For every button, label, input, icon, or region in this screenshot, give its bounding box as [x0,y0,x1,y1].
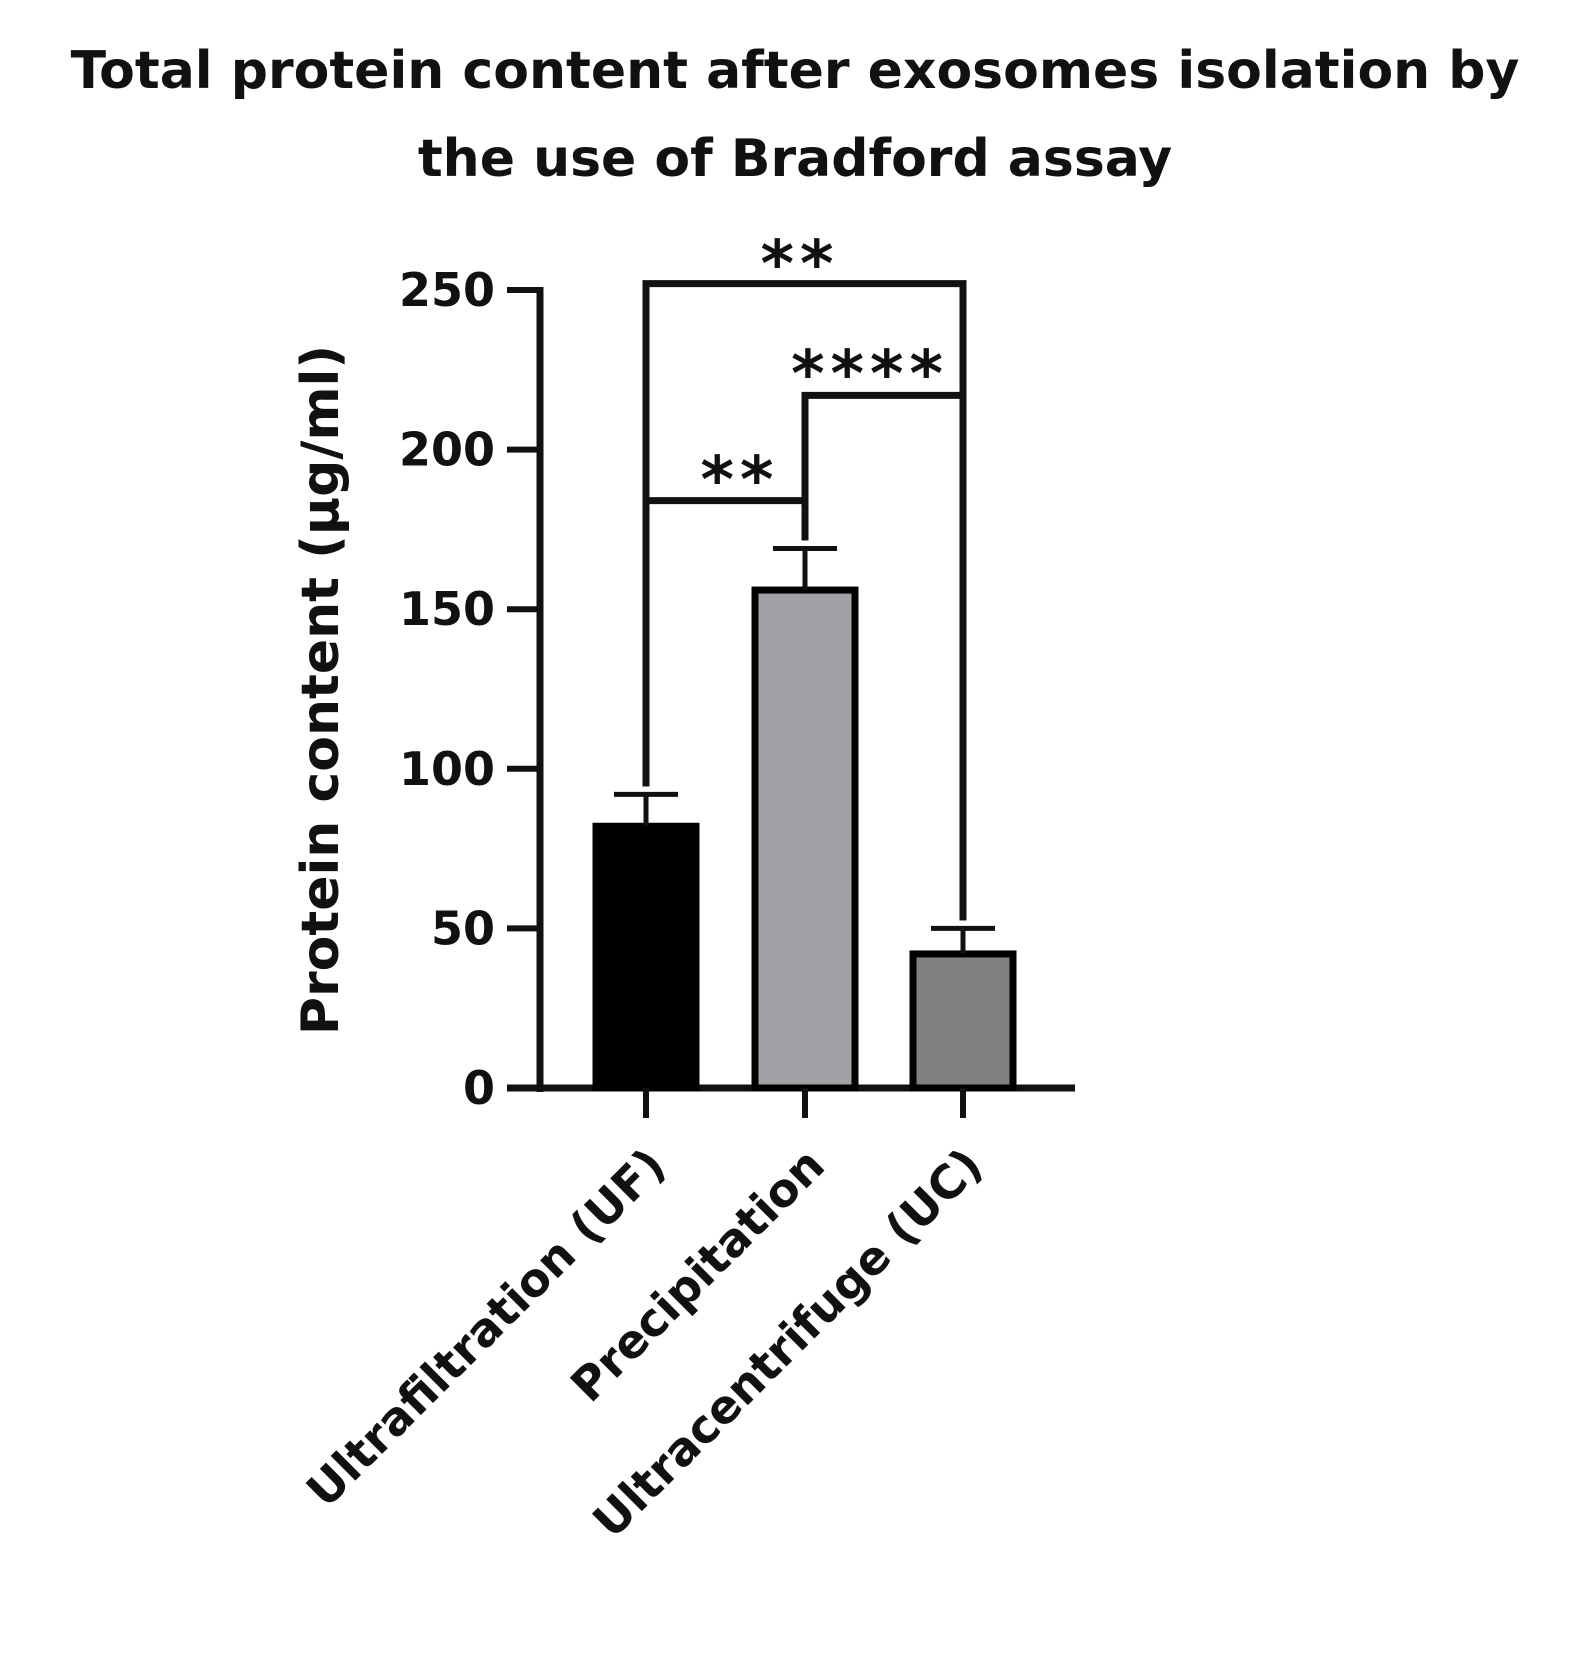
chart-title-line-2: the use of Bradford assay [418,129,1172,189]
significance-label: ** [761,228,840,302]
significance-bracket [642,280,967,921]
significance-label: **** [791,338,949,412]
bar [909,950,1017,1092]
y-axis-label: Protein content (µg/ml) [291,345,351,1035]
bar [592,822,700,1092]
significance-label: ** [701,444,780,518]
chart-title-line-1: Total protein content after exosomes iso… [71,41,1520,101]
y-tick-label: 250 [399,263,495,317]
y-tick-label: 100 [399,742,495,796]
chart-title: Total protein content after exosomes iso… [71,41,1520,189]
y-tick-label: 200 [399,423,495,477]
y-tick-label: 150 [399,582,495,636]
y-tick-label: 50 [431,901,495,955]
bar [751,586,859,1092]
y-tick-label: 0 [463,1061,495,1115]
